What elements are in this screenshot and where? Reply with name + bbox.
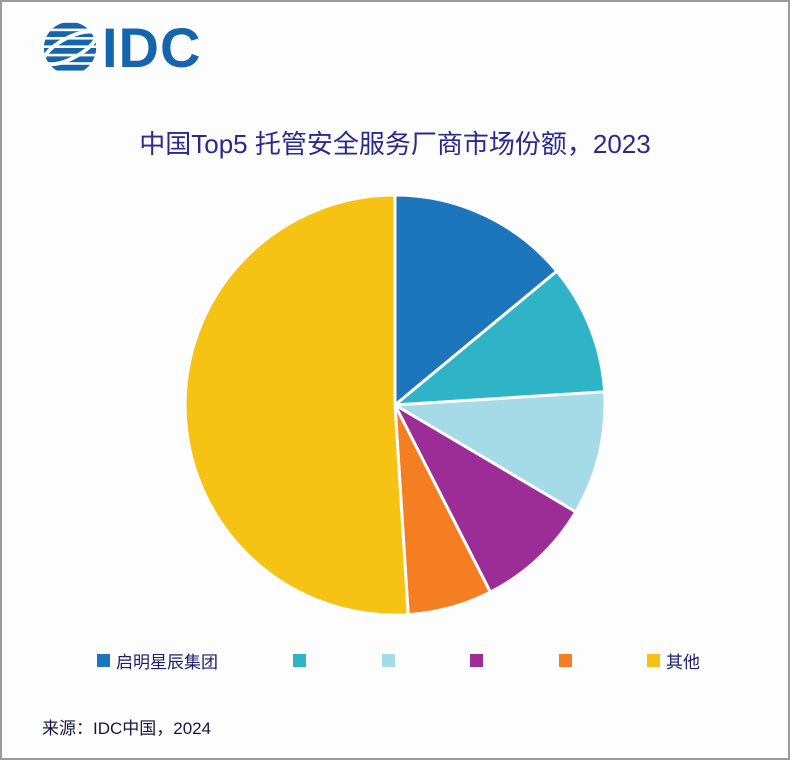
pie-slice-5 (183, 193, 410, 617)
legend-item-4 (558, 654, 572, 667)
idc-logo: IDC (42, 20, 201, 76)
pie-slice-0 (393, 193, 559, 407)
legend-label-0: 启明星辰集团 (116, 653, 218, 672)
pie-slice-3 (393, 403, 578, 594)
pie-slice-1 (393, 269, 607, 407)
legend-item-3 (470, 654, 484, 667)
legend-item-5: 其他 (646, 648, 700, 673)
legend-item-0: 启明星辰集团 (97, 648, 218, 673)
legend-swatch-1 (293, 654, 307, 667)
legend-swatch-3 (470, 654, 484, 667)
legend-item-1 (293, 654, 307, 667)
idc-logo-text: IDC (102, 16, 202, 79)
pie-chart-container (180, 190, 610, 620)
pie-chart (183, 193, 607, 617)
source-note: 来源：IDC中国，2024 (42, 719, 212, 738)
legend: 启明星辰集团 其他 (2, 648, 788, 673)
legend-label-5: 其他 (665, 653, 700, 672)
legend-swatch-2 (381, 654, 395, 667)
legend-swatch-4 (558, 654, 572, 667)
idc-globe-icon (42, 22, 98, 71)
chart-title: 中国Top5 托管安全服务厂商市场份额，2023 (139, 129, 651, 159)
pie-slice-2 (393, 390, 607, 514)
legend-swatch-0 (97, 654, 110, 667)
legend-swatch-5 (646, 654, 660, 667)
legend-item-2 (381, 654, 395, 667)
